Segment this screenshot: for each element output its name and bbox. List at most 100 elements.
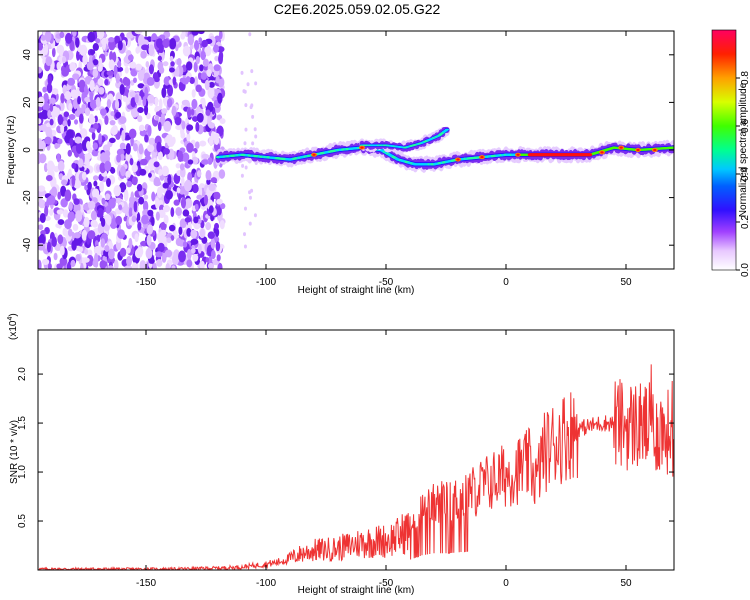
noise-blob [51,88,59,96]
noise-blob [44,215,51,222]
colorbar-tick-label: 0.8 [740,71,750,85]
noise-blob [135,63,142,71]
noise-blob [195,121,200,132]
noise-blob [38,118,42,125]
noise-blob [186,249,192,260]
snr-series-line [38,364,674,570]
noise-blob [197,31,205,35]
noise-blob [214,55,219,62]
noise-blob [92,43,99,51]
noise-blob [191,183,199,194]
noise-blob [193,61,198,73]
noise-blob [136,211,141,223]
snr-x-label: Height of straight line (km) [298,585,415,596]
noise-blob [241,163,245,168]
noise-blob [73,236,82,246]
noise-blob [212,44,220,53]
noise-blob [193,216,199,224]
noise-blob [213,64,221,72]
noise-blob [138,143,144,155]
noise-blob [126,180,133,188]
snr-frame [37,329,675,571]
noise-blob [198,37,203,44]
y-tick-label: -40 [22,238,33,253]
signal-hotspot-core [516,153,520,156]
noise-blob [61,179,68,186]
noise-blob [191,156,199,165]
noise-blob [253,127,257,132]
noise-blob [79,44,88,56]
noise-blob [203,194,209,206]
noise-blob [51,236,57,248]
noise-blob [73,198,80,205]
noise-blob [167,174,172,185]
noise-blob [192,253,199,262]
noise-blob [218,31,223,40]
noise-blob [141,39,149,46]
noise-blob [75,141,83,154]
noise-blob [128,207,133,218]
noise-blob [217,262,223,269]
noise-blob [119,247,127,257]
noise-blob [100,238,106,248]
noise-blob [45,126,53,138]
noise-blob [200,72,208,80]
noise-blob [140,50,147,59]
noise-blob [163,76,170,86]
noise-blob [175,206,182,216]
noise-blob [68,102,73,112]
noise-blob [158,66,165,74]
noise-blob [207,86,215,99]
noise-blob [110,111,115,117]
noise-blob [137,83,145,89]
noise-blob [180,197,187,209]
noise-blob [38,224,44,231]
noise-blob [54,142,59,150]
noise-blob [134,248,143,259]
noise-blob [147,209,154,217]
noise-blob [243,141,247,146]
noise-blob [210,177,218,184]
noise-blob [68,114,76,120]
noise-blob [113,64,118,77]
noise-blob [180,132,186,139]
noise-blob [146,112,151,120]
noise-blob [160,221,167,231]
noise-blob [146,234,152,247]
spectrogram-y-ticks: 40 20 0 -20 -40 [22,49,674,253]
noise-blob [94,84,99,93]
noise-blob [48,208,54,216]
noise-blob [49,118,54,126]
noise-blob [104,115,109,126]
noise-blob [139,158,148,166]
noise-blob [163,120,172,132]
noise-blob [201,39,208,48]
noise-blob [196,194,203,200]
noise-blob [176,58,182,66]
noise-blob [250,69,254,74]
noise-blob [98,133,103,145]
noise-blob [254,134,258,139]
noise-blob [62,209,69,218]
noise-blob [76,50,80,61]
noise-blob [112,51,117,63]
noise-blob [105,193,111,201]
noise-blob [73,232,81,239]
noise-blob [46,160,55,173]
noise-blob [81,104,86,113]
noise-blob [178,226,183,236]
noise-blob [243,89,247,94]
noise-blob [62,56,67,64]
noise-blob [51,47,56,58]
noise-blob [191,116,199,122]
signal-peak [587,153,593,157]
noise-blob [186,259,193,268]
noise-blob [132,143,138,152]
noise-blob [109,119,116,126]
noise-blob [173,199,180,206]
noise-blob [179,163,185,171]
noise-blob [218,78,224,88]
noise-blob [83,84,88,94]
noise-blob [171,265,176,269]
noise-blob [156,186,163,199]
